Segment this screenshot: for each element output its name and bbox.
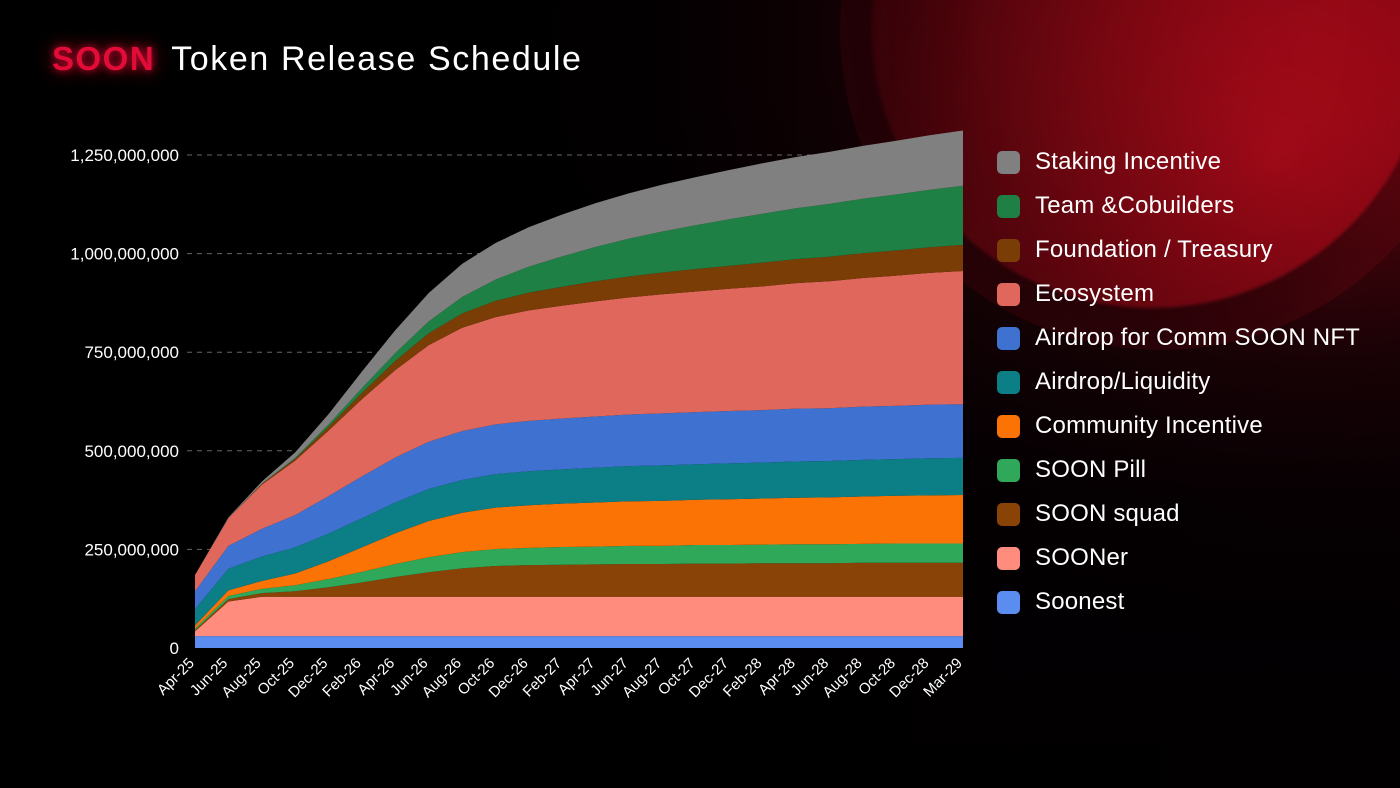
legend-item-label: Airdrop for Comm SOON NFT	[1035, 324, 1361, 351]
area-band	[195, 130, 963, 576]
legend-item[interactable]: Airdrop for Comm SOON NFT	[997, 322, 1397, 357]
legend-swatch-icon	[997, 547, 1020, 570]
legend-item-label: SOON Pill	[1035, 456, 1147, 483]
area-band	[195, 636, 963, 648]
soon-logo: SOON	[52, 40, 156, 77]
chart-legend: Staking Incentive Team &Cobuilders Foundat…	[997, 146, 1397, 630]
legend-item[interactable]: SOON squad	[997, 498, 1397, 533]
legend-item[interactable]: Airdrop/Liquidity	[997, 366, 1397, 401]
x-axis-tick-label: Dec-27	[686, 655, 732, 701]
area-band	[195, 185, 963, 576]
legend-item[interactable]: SOONer	[997, 542, 1397, 577]
y-axis-tick-label: 250,000,000	[84, 540, 179, 559]
x-axis-tick-label: Feb-27	[520, 655, 566, 701]
legend-swatch-icon	[997, 415, 1020, 438]
legend-swatch-icon	[997, 327, 1020, 350]
x-axis-tick-label: Aug-25	[218, 655, 264, 701]
legend-item-label: Community Incentive	[1035, 412, 1263, 439]
x-axis-tick-label: Apr-28	[755, 655, 799, 699]
area-band	[195, 494, 963, 629]
x-axis-tick-label: Jun-25	[187, 655, 231, 699]
x-axis-tick-label: Dec-28	[886, 655, 932, 701]
y-axis-tick-label: 1,250,000,000	[70, 146, 179, 165]
x-axis-tick-label: Oct-25	[254, 655, 298, 699]
area-band	[195, 562, 963, 632]
area-band	[195, 596, 963, 637]
legend-swatch-icon	[997, 283, 1020, 306]
legend-swatch-icon	[997, 151, 1020, 174]
area-band	[195, 543, 963, 631]
header: SOON Token Release Schedule	[52, 42, 583, 76]
x-axis-tick-label: Jun-28	[788, 655, 832, 699]
legend-item-label: Ecosystem	[1035, 280, 1155, 307]
legend-item-label: SOONer	[1035, 544, 1129, 571]
page-title: Token Release Schedule	[171, 40, 583, 78]
x-axis-labels: Apr-25Jun-25Aug-25Oct-25Dec-25Feb-26Apr-…	[154, 655, 966, 701]
x-axis-tick-label: Oct-27	[655, 655, 699, 699]
legend-item-label: Soonest	[1035, 588, 1125, 615]
y-axis-labels: 0 250,000,000 500,000,000 750,000,000 1,000,…	[70, 146, 179, 658]
y-axis-tick-label: 500,000,000	[84, 442, 179, 461]
area-band	[195, 270, 963, 592]
x-axis-tick-label: Aug-26	[419, 655, 465, 701]
legend-swatch-icon	[997, 459, 1020, 482]
legend-item[interactable]: Team &Cobuilders	[997, 190, 1397, 225]
legend-item[interactable]: Soonest	[997, 586, 1397, 621]
legend-item[interactable]: Community Incentive	[997, 410, 1397, 445]
x-axis-tick-label: Jun-27	[587, 655, 631, 699]
area-band	[195, 404, 963, 609]
legend-swatch-icon	[997, 239, 1020, 262]
legend-swatch-icon	[997, 591, 1020, 614]
x-axis-tick-label: Aug-28	[819, 655, 865, 701]
x-axis-tick-label: Oct-26	[454, 655, 498, 699]
x-axis-tick-label: Apr-27	[555, 655, 599, 699]
area-bands	[195, 130, 963, 648]
y-axis-tick-label: 750,000,000	[84, 343, 179, 362]
legend-swatch-icon	[997, 503, 1020, 526]
legend-item-label: Foundation / Treasury	[1035, 236, 1273, 263]
x-axis-tick-label: Jun-26	[387, 655, 431, 699]
x-axis-tick-label: Feb-28	[720, 655, 766, 701]
legend-swatch-icon	[997, 371, 1020, 394]
legend-item[interactable]: Ecosystem	[997, 278, 1397, 313]
legend-swatch-icon	[997, 195, 1020, 218]
legend-item-label: Team &Cobuilders	[1035, 192, 1235, 219]
legend-item[interactable]: Staking Incentive	[997, 146, 1397, 181]
x-axis-tick-label: Mar-29	[920, 655, 966, 701]
x-axis-tick-label: Apr-26	[354, 655, 398, 699]
legend-item-label: Staking Incentive	[1035, 148, 1222, 175]
area-band	[195, 244, 963, 576]
x-axis-tick-label: Feb-26	[319, 655, 365, 701]
x-axis-tick-label: Dec-26	[486, 655, 532, 701]
x-axis-tick-label: Dec-25	[285, 655, 331, 701]
gridlines	[187, 154, 965, 550]
x-axis-tick-label: Aug-27	[619, 655, 665, 701]
y-axis-tick-label: 0	[170, 639, 179, 658]
x-axis-tick-label: Apr-25	[154, 655, 198, 699]
legend-item[interactable]: Foundation / Treasury	[997, 234, 1397, 269]
legend-item-label: Airdrop/Liquidity	[1035, 368, 1211, 395]
legend-item[interactable]: SOON Pill	[997, 454, 1397, 489]
legend-item-label: SOON squad	[1035, 500, 1180, 527]
y-axis-tick-label: 1,000,000,000	[70, 245, 179, 264]
x-axis-tick-label: Oct-28	[855, 655, 899, 699]
area-band	[195, 457, 963, 626]
